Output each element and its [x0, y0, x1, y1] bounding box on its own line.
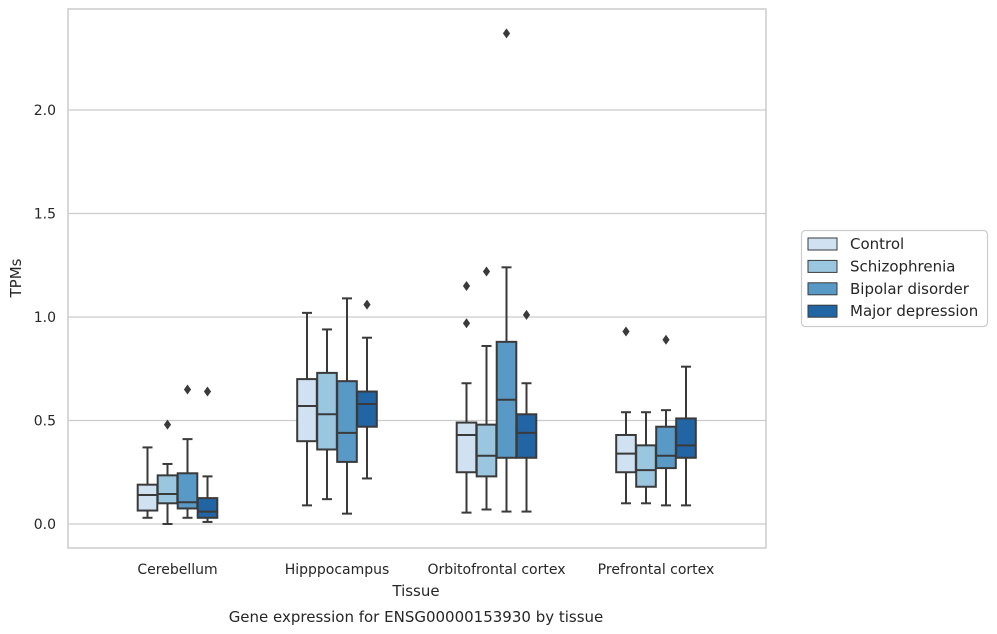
box-1-0 — [296, 311, 318, 507]
box-2-0 — [455, 280, 478, 514]
outlier-point — [462, 280, 471, 291]
y-tick-label: 0.0 — [34, 517, 56, 533]
legend-label: Schizophrenia — [850, 257, 955, 275]
y-tick-labels: 0.0 0.5 1.0 1.5 2.0 — [34, 103, 56, 533]
box-1-2 — [336, 297, 358, 515]
box-body — [515, 413, 538, 459]
box-0-0 — [136, 446, 159, 519]
box-3-0 — [615, 326, 637, 505]
outlier-point — [203, 386, 212, 397]
x-axis-label: Tissue — [391, 582, 439, 600]
outlier-point — [522, 309, 531, 320]
box-1-1 — [316, 328, 338, 501]
box-3-3 — [675, 365, 697, 507]
box-body — [316, 371, 338, 451]
outlier-point — [163, 419, 172, 430]
box-body — [296, 378, 318, 443]
outlier-point — [363, 299, 371, 310]
x-tick-labels: Cerebellum Hipppocampus Orbitofrontal cort… — [137, 562, 714, 578]
box-0-3 — [196, 386, 219, 523]
legend-label: Major depression — [850, 302, 978, 320]
box-body — [635, 444, 657, 488]
x-tick-label: Prefrontal cortex — [598, 562, 715, 578]
grid-lines — [68, 109, 766, 525]
box-0-2 — [176, 384, 199, 519]
legend-swatch — [807, 282, 838, 296]
box-body — [176, 472, 199, 510]
box-body — [336, 380, 358, 463]
legend-swatch — [807, 237, 838, 251]
outlier-point — [662, 334, 670, 345]
outlier-point — [482, 266, 491, 277]
box-body — [156, 474, 179, 505]
legend-box — [800, 229, 989, 328]
box-body — [655, 425, 677, 470]
box-3-1 — [635, 411, 657, 505]
x-tick-label: Hipppocampus — [285, 562, 390, 578]
y-tick-label: 2.0 — [34, 103, 56, 119]
box-2-2 — [495, 28, 518, 513]
box-2-1 — [475, 266, 498, 511]
legend: Control Schizophrenia Bipolar disorder Majo… — [800, 229, 989, 328]
legend-swatch — [807, 304, 838, 318]
box-body — [455, 421, 478, 474]
y-tick-label: 1.5 — [34, 207, 56, 223]
outlier-point — [462, 318, 471, 329]
outlier-point — [183, 384, 192, 395]
box-1-3 — [356, 299, 378, 480]
x-tick-label: Orbitofrontal cortex — [428, 562, 566, 578]
y-axis-label: TPMs — [7, 258, 25, 298]
y-tick-label: 0.5 — [34, 414, 56, 430]
box-3-2 — [655, 334, 677, 507]
box-body — [136, 483, 159, 512]
box-body — [196, 497, 219, 519]
plot-frame — [67, 8, 767, 549]
boxes — [136, 28, 697, 525]
outlier-point — [622, 326, 630, 337]
legend-label: Control — [850, 235, 904, 253]
box-body — [675, 417, 697, 459]
box-2-3 — [515, 309, 538, 513]
plot-border — [67, 8, 767, 549]
box-0-1 — [156, 419, 179, 525]
y-tick-label: 1.0 — [34, 310, 56, 326]
x-tick-label: Cerebellum — [137, 562, 217, 578]
legend-swatch — [807, 259, 838, 273]
chart-title: Gene expression for ENSG00000153930 by t… — [229, 608, 604, 626]
outlier-point — [502, 28, 511, 39]
box-body — [356, 390, 378, 428]
legend-label: Bipolar disorder — [850, 280, 970, 298]
box-body — [475, 423, 498, 478]
